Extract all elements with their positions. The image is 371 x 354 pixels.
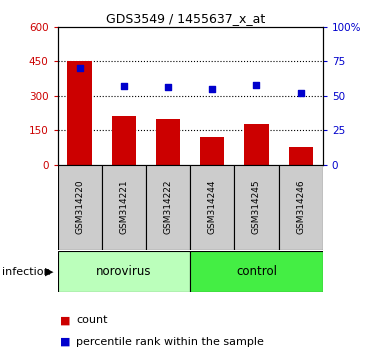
- Text: GSM314246: GSM314246: [296, 180, 305, 234]
- Text: GSM314222: GSM314222: [164, 180, 173, 234]
- Bar: [58, 165, 102, 250]
- Bar: [190, 165, 234, 250]
- Bar: [234, 165, 279, 250]
- Text: GDS3549 / 1455637_x_at: GDS3549 / 1455637_x_at: [106, 12, 265, 25]
- Text: ▶: ▶: [45, 267, 54, 277]
- Point: [253, 82, 259, 87]
- Point: [209, 86, 215, 92]
- Point: [77, 65, 83, 71]
- Text: ■: ■: [60, 315, 70, 325]
- Point: [121, 83, 127, 89]
- Bar: [102, 165, 146, 250]
- Bar: [58, 251, 190, 292]
- Text: control: control: [236, 265, 277, 278]
- Text: norovirus: norovirus: [96, 265, 152, 278]
- Text: GSM314245: GSM314245: [252, 180, 261, 234]
- Point: [298, 90, 303, 96]
- Text: count: count: [76, 315, 108, 325]
- Text: infection: infection: [2, 267, 50, 277]
- Bar: [289, 147, 313, 165]
- Text: GSM314220: GSM314220: [75, 180, 84, 234]
- Bar: [190, 251, 323, 292]
- Point: [165, 85, 171, 90]
- Bar: [68, 61, 92, 165]
- Text: ■: ■: [60, 337, 70, 347]
- Bar: [156, 119, 180, 165]
- Text: GSM314221: GSM314221: [119, 180, 128, 234]
- Bar: [112, 116, 136, 165]
- Text: percentile rank within the sample: percentile rank within the sample: [76, 337, 264, 347]
- Bar: [146, 165, 190, 250]
- Bar: [244, 124, 269, 165]
- Bar: [200, 137, 224, 165]
- Bar: [279, 165, 323, 250]
- Text: GSM314244: GSM314244: [208, 180, 217, 234]
